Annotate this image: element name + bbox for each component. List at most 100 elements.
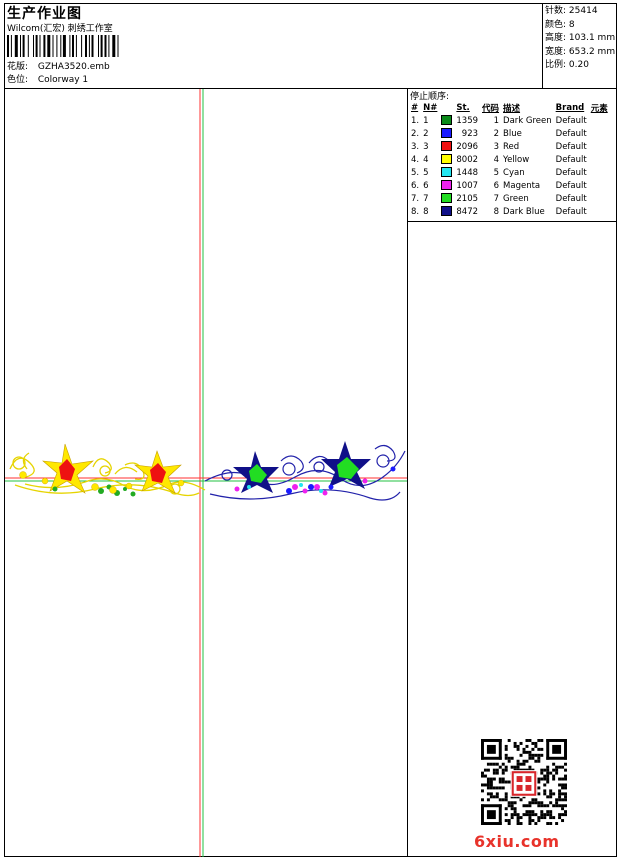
- row-swatch: [439, 153, 454, 166]
- row-code: 7: [493, 193, 500, 204]
- row-stitches: 1359: [456, 115, 479, 126]
- col-swatch: [439, 101, 454, 114]
- row-swatch: [439, 166, 454, 179]
- row-needle: 8: [423, 206, 429, 217]
- design-meta: 花版: GZHA3520.emb 色位: Colorway 1: [7, 61, 110, 87]
- table-row: 3. 3 2096 3 Red Default: [409, 140, 610, 153]
- colorway-value: Colorway 1: [37, 75, 89, 85]
- table-row: 2. 2 923 2 Blue Default: [409, 127, 610, 140]
- table-row: 8. 8 8472 8 Dark Blue Default: [409, 205, 610, 218]
- row-code: 6: [493, 180, 500, 191]
- row-stitches: 1448: [456, 167, 479, 178]
- row-desc: Green: [503, 193, 529, 204]
- row-stitches: 8002: [456, 154, 479, 165]
- row-needle: 1: [423, 115, 429, 126]
- red-seal-icon: [510, 770, 538, 797]
- colorway-row: 色位: Colorway 1: [7, 74, 110, 87]
- header-info: 生产作业图 Wilcom(汇宏) 刺绣工作室 花版: GZHA3520.emb …: [5, 4, 542, 88]
- row-desc: Cyan: [503, 167, 525, 178]
- row-desc: Yellow: [503, 154, 530, 165]
- col-elem: 元素: [590, 103, 608, 114]
- row-desc: Blue: [503, 128, 522, 139]
- row-desc: Dark Green: [503, 115, 552, 126]
- design-label: 花版:: [7, 62, 29, 72]
- row-desc: Red: [503, 141, 520, 152]
- right-blossoms: [234, 478, 368, 496]
- left-floral-motif: [9, 452, 206, 497]
- row-elem: [589, 205, 610, 218]
- stat-height: 高度: 103.1 mm: [545, 33, 616, 43]
- left-flower-2: [134, 450, 182, 494]
- row-swatch: [439, 205, 454, 218]
- col-st: St.: [456, 102, 470, 113]
- row-brand: Default: [555, 128, 587, 139]
- stats-box: 针数: 25414 颜色: 8 高度: 103.1 mm 宽度: 653.2 m…: [542, 4, 617, 88]
- row-swatch: [439, 179, 454, 192]
- left-flower-1: [42, 443, 94, 494]
- row-stitches: 8472: [456, 206, 479, 217]
- row-elem: [589, 179, 610, 192]
- stat-width: 宽度: 653.2 mm: [545, 46, 616, 57]
- row-swatch: [439, 114, 454, 127]
- design-preview: [5, 89, 408, 857]
- table-row: 1. 1 1359 1 Dark Green Default: [409, 114, 610, 127]
- row-code: 3: [493, 141, 500, 152]
- row-desc: Magenta: [503, 180, 541, 191]
- row-num: 5.: [411, 167, 420, 178]
- row-num: 1.: [411, 115, 420, 126]
- qr-code-icon: [481, 739, 567, 825]
- row-brand: Default: [555, 206, 587, 217]
- color-swatch-icon: [441, 193, 453, 204]
- row-code: 4: [493, 154, 500, 165]
- header-divider: [5, 88, 616, 89]
- col-code: 代码: [482, 103, 500, 114]
- design-value: GZHA3520.emb: [37, 62, 110, 72]
- page-title: 生产作业图: [7, 6, 82, 22]
- right-blue-dots: [286, 466, 396, 494]
- stat-colors: 颜色: 8: [545, 19, 575, 30]
- site-watermark: 6xiu.com: [474, 832, 560, 851]
- table-row: 5. 5 1448 5 Cyan Default: [409, 166, 610, 179]
- row-code: 5: [493, 167, 500, 178]
- color-swatch-icon: [441, 206, 453, 217]
- color-swatch-icon: [441, 154, 453, 165]
- row-brand: Default: [555, 167, 587, 178]
- row-needle: 2: [423, 128, 429, 139]
- row-brand: Default: [555, 115, 587, 126]
- row-elem: [589, 114, 610, 127]
- row-num: 4.: [411, 154, 420, 165]
- right-leaf-2: [321, 441, 371, 489]
- row-desc: Dark Blue: [503, 206, 545, 217]
- row-num: 6.: [411, 180, 420, 191]
- row-stitches: 1007: [456, 180, 479, 191]
- row-brand: Default: [555, 141, 587, 152]
- left-leaf-dots: [52, 484, 136, 497]
- row-needle: 7: [423, 193, 429, 204]
- row-num: 2.: [411, 128, 420, 139]
- row-elem: [589, 153, 610, 166]
- color-table: # N# St. 代码 描述 Brand 元素 1. 1 1359 1 Dark Gre…: [409, 101, 610, 218]
- col-brand: Brand: [555, 102, 585, 113]
- row-needle: 4: [423, 154, 429, 165]
- embroidery-design: [5, 89, 407, 857]
- color-swatch-icon: [441, 167, 453, 178]
- table-row: 7. 7 2105 7 Green Default: [409, 192, 610, 205]
- col-no: N#: [423, 102, 438, 113]
- row-num: 3.: [411, 141, 420, 152]
- row-code: 2: [493, 128, 500, 139]
- row-stitches: 2096: [456, 141, 479, 152]
- row-needle: 6: [423, 180, 429, 191]
- row-elem: [589, 140, 610, 153]
- row-brand: Default: [555, 154, 587, 165]
- table-row: 4. 4 8002 4 Yellow Default: [409, 153, 610, 166]
- row-num: 8.: [411, 206, 420, 217]
- barcode-icon: [7, 35, 119, 57]
- col-num: #: [411, 102, 419, 113]
- design-row: 花版: GZHA3520.emb: [7, 61, 110, 74]
- right-cyan-dots: [247, 483, 323, 493]
- stat-scale: 比例: 0.20: [545, 60, 589, 70]
- color-swatch-icon: [441, 141, 453, 152]
- row-num: 7.: [411, 193, 420, 204]
- row-elem: [589, 127, 610, 140]
- row-needle: 5: [423, 167, 429, 178]
